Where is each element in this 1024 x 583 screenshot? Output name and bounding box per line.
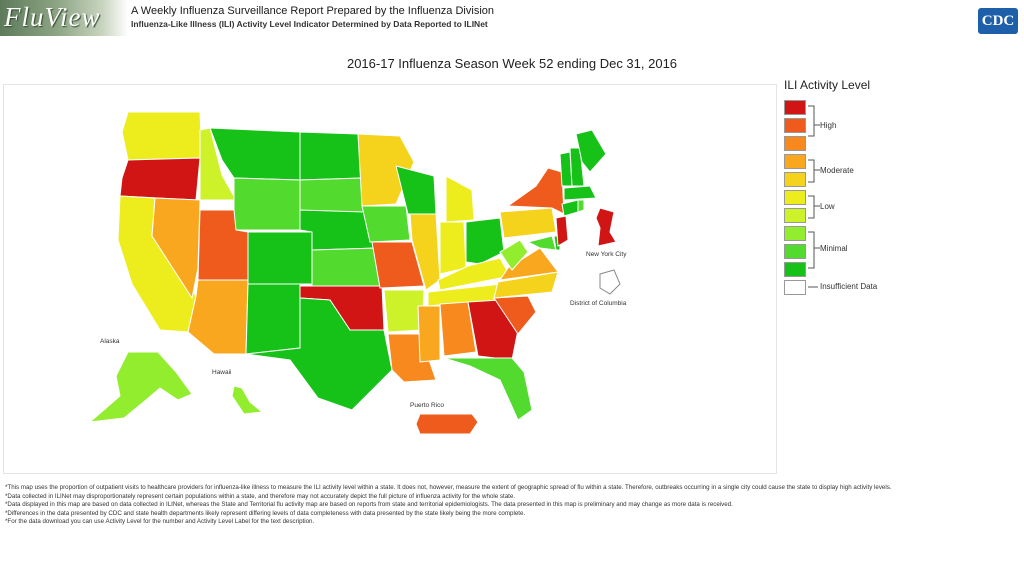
label-puerto-rico: Puerto Rico — [410, 402, 444, 409]
report-title: A Weekly Influenza Surveillance Report P… — [131, 5, 494, 17]
state-rhode-island[interactable] — [577, 199, 585, 213]
state-kansas[interactable] — [311, 247, 381, 287]
state-michigan[interactable] — [445, 175, 475, 223]
legend-swatch-level-3 — [784, 226, 806, 241]
state-florida[interactable] — [443, 357, 533, 421]
label-hawaii: Hawaii — [212, 369, 232, 376]
state-montana[interactable] — [209, 127, 301, 181]
state-illinois[interactable] — [409, 213, 441, 291]
legend-label-insufficient: Insufficient Data — [820, 282, 878, 291]
legend-label-minimal: Minimal — [820, 244, 848, 253]
state-connecticut[interactable] — [561, 199, 579, 217]
legend-swatch-level-4 — [784, 208, 806, 223]
label-district-of-columbia: District of Columbia — [570, 300, 627, 307]
state-virginia[interactable] — [498, 247, 559, 281]
fluview-logo[interactable]: FluView — [0, 0, 128, 36]
map-frame — [3, 84, 777, 474]
footnote-2: *Data collected in ILINet may disproport… — [5, 492, 516, 500]
state-wyoming[interactable] — [233, 177, 301, 231]
state-arizona[interactable] — [187, 279, 249, 355]
state-new-jersey[interactable] — [555, 215, 569, 247]
legend-swatch-level-6 — [784, 172, 806, 187]
state-south-carolina[interactable] — [493, 295, 537, 335]
state-new-hampshire[interactable] — [569, 147, 585, 187]
label-alaska: Alaska — [100, 338, 120, 345]
state-iowa[interactable] — [361, 205, 411, 243]
legend-swatch-level-8 — [784, 136, 806, 151]
legend-swatch-level-2 — [784, 244, 806, 259]
state-massachusetts[interactable] — [563, 185, 597, 201]
state-alaska[interactable] — [88, 351, 193, 423]
state-north-dakota[interactable] — [299, 131, 363, 181]
legend-title: ILI Activity Level — [784, 78, 871, 92]
state-maine[interactable] — [575, 129, 607, 173]
state-ohio[interactable] — [465, 217, 505, 265]
state-maryland[interactable] — [526, 235, 557, 251]
legend-swatch-level-10 — [784, 100, 806, 115]
footnote-1: *This map uses the proportion of outpati… — [5, 484, 892, 491]
state-new-york[interactable] — [506, 167, 565, 215]
legend-swatch-level-1 — [784, 262, 806, 277]
report-subtitle: Influenza-Like Illness (ILI) Activity Le… — [131, 19, 488, 29]
state-oregon[interactable] — [119, 157, 201, 201]
footnote-4: *Differences in the data presented by CD… — [5, 509, 526, 517]
legend-brackets — [808, 105, 820, 288]
legend: ILI Activity Level High Moderate Low Min… — [784, 78, 984, 298]
fluview-logo-text: FluView — [4, 2, 101, 32]
inset-district-of-columbia[interactable] — [599, 269, 621, 295]
state-nevada[interactable] — [151, 197, 201, 300]
state-west-virginia[interactable] — [499, 239, 529, 271]
state-new-mexico[interactable] — [245, 283, 301, 355]
legend-label-low: Low — [820, 202, 835, 211]
state-mississippi[interactable] — [417, 305, 441, 363]
label-new-york-city: New York City — [586, 251, 627, 258]
state-texas[interactable] — [245, 297, 393, 411]
footnotes: *This map uses the proportion of outpati… — [5, 484, 1015, 527]
state-idaho[interactable] — [199, 127, 237, 201]
state-pennsylvania[interactable] — [499, 207, 557, 239]
state-washington[interactable] — [121, 111, 203, 161]
inset-new-york-city[interactable] — [595, 207, 617, 247]
state-alabama[interactable] — [439, 301, 477, 357]
state-indiana[interactable] — [439, 221, 467, 275]
cdc-logo[interactable]: CDC — [978, 8, 1018, 34]
state-kentucky[interactable] — [437, 257, 511, 291]
footnote-3: *Data displayed in this map are based on… — [5, 501, 733, 509]
territory-puerto-rico[interactable] — [415, 413, 479, 435]
page-header: FluView A Weekly Influenza Surveillance … — [0, 0, 1024, 40]
footnote-5: *For the data download you can use Activ… — [5, 518, 315, 526]
legend-swatch-level-5 — [784, 190, 806, 205]
legend-swatch-level-9 — [784, 118, 806, 133]
legend-swatch-insufficient — [784, 280, 806, 295]
map-title: 2016-17 Influenza Season Week 52 ending … — [346, 56, 678, 71]
legend-swatch-level-7 — [784, 154, 806, 169]
legend-label-moderate: Moderate — [820, 166, 854, 175]
state-colorado[interactable] — [247, 231, 313, 285]
state-north-carolina[interactable] — [493, 271, 559, 299]
state-hawaii[interactable] — [231, 385, 264, 415]
legend-label-high: High — [820, 121, 837, 130]
state-missouri[interactable] — [371, 241, 425, 289]
